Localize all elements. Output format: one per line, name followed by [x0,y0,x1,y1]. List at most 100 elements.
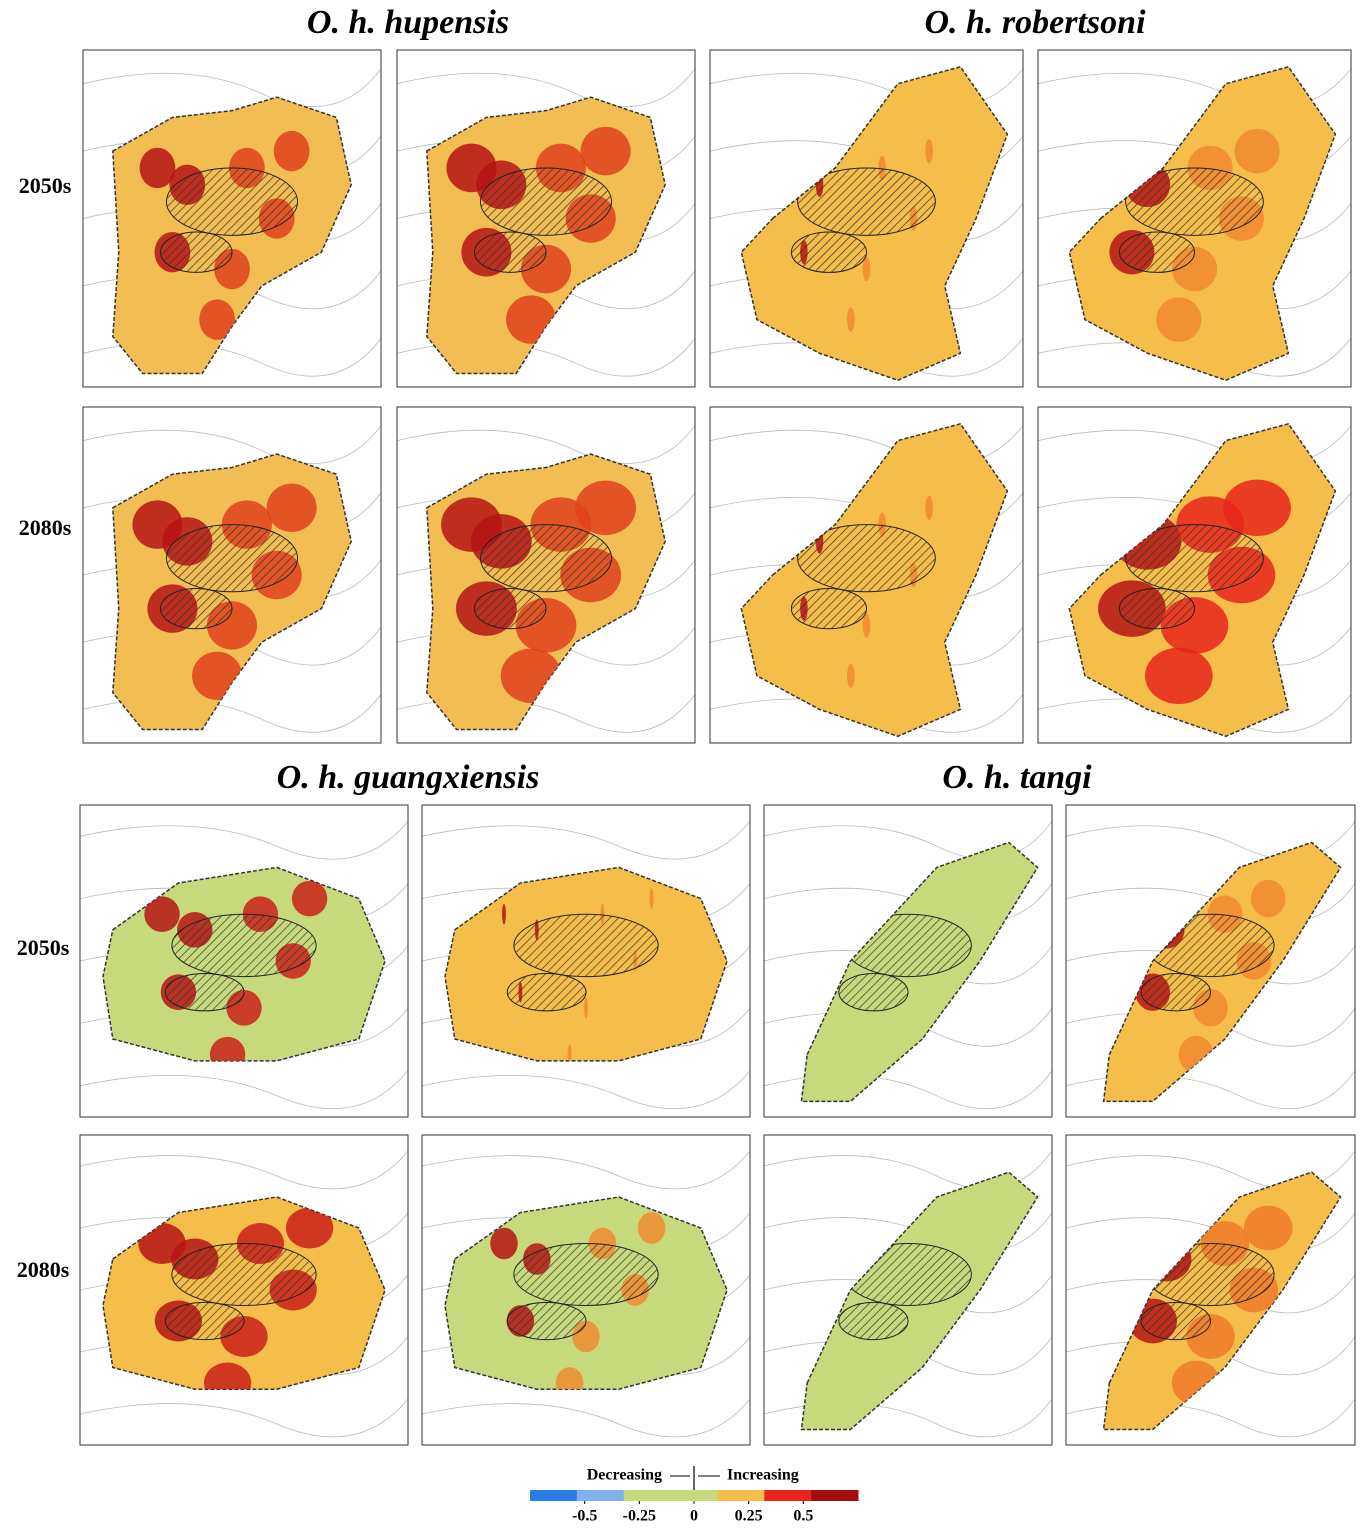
legend-right: Increasing [727,1467,799,1484]
current-range [514,1244,658,1306]
current-range [480,168,611,235]
change-patch [584,998,588,1019]
map-panel [1066,805,1355,1117]
change-patch [274,131,310,171]
current-range [480,525,611,592]
current-range [160,588,232,628]
map-content [710,407,1023,743]
current-range [514,914,658,976]
colorbar-segment [811,1490,858,1501]
map-panel [80,1135,408,1445]
current-range [507,1302,586,1339]
change-patch [502,904,506,925]
change-patch [1223,480,1291,536]
change-patch [292,881,327,917]
current-range [474,232,546,272]
map-panel [397,407,695,743]
map-panel [397,50,695,387]
current-range [1141,1302,1210,1339]
map-panel [1038,50,1351,387]
map-content [397,407,695,743]
row-label: 2050s [17,935,70,960]
change-patch [638,1212,666,1244]
colorbar-tick-label: 0 [690,1508,698,1525]
map-content [764,1135,1052,1445]
colorbar-segment [671,1490,718,1501]
change-patch [925,139,933,163]
row-label: 2050s [19,173,72,198]
map-content [422,1135,750,1445]
change-patch [1235,129,1280,173]
current-range [839,1302,908,1339]
map-panel [422,1135,750,1445]
colorbar-tick-label: 0.25 [735,1508,763,1525]
map-content [1066,1135,1355,1445]
current-range [791,588,866,628]
colorbar-segment [530,1490,577,1501]
colorbar-tick-label: -0.25 [623,1508,656,1525]
map-panel [83,407,381,743]
change-patch [650,888,654,909]
map-content [80,805,408,1117]
current-range [791,232,866,272]
current-range [172,1244,316,1306]
current-range [166,168,297,235]
map-content [83,50,381,387]
map-content [422,805,750,1117]
panel-title: O. h. hupensis [307,4,509,41]
map-content [80,1135,408,1445]
page: O. h. hupensis O. h. robertsoni 2050s 20… [0,0,1361,1530]
current-range [507,973,586,1010]
map-panel [83,50,381,387]
map-panel [764,1135,1052,1445]
colorbar-segment [717,1490,764,1501]
map-panel [1066,1135,1355,1445]
change-patch [847,664,855,688]
change-patch [581,127,631,176]
panel-title: O. h. guangxiensis [277,759,540,796]
map-content [397,50,695,387]
change-patch [847,307,855,331]
colorbar-tick-label: -0.5 [572,1508,597,1525]
current-range [166,525,297,592]
colorbar-segment [577,1490,624,1501]
row-label: 2080s [17,1257,70,1282]
change-patch [267,484,317,532]
map-content [83,407,381,743]
map-panel [80,805,408,1117]
panel-title: O. h. tangi [942,759,1092,796]
colorbar-segment [624,1490,671,1501]
change-patch [575,481,636,535]
current-range [839,973,908,1010]
legend-left: Decreasing [587,1467,662,1484]
map-panel [710,407,1023,743]
row-label: 2080s [19,515,72,540]
map-panel [764,805,1052,1117]
colorbar-tick-label: 0.5 [793,1508,813,1525]
current-range [165,973,244,1010]
change-patch [1244,1206,1293,1251]
figure: O. h. hupensis O. h. robertsoni 2050s 20… [0,0,1361,1525]
current-range [1119,232,1194,272]
map-content [1066,805,1355,1117]
colorbar-segment [764,1490,811,1501]
panel-title: O. h. robertsoni [924,4,1146,41]
current-range [165,1302,244,1339]
map-content [1038,50,1351,387]
map-content [1038,407,1351,743]
change-patch [1145,648,1213,704]
map-panel [1038,407,1351,743]
current-range [474,588,546,628]
current-range [1141,973,1210,1010]
change-patch [490,1228,518,1260]
map-content [710,50,1023,387]
current-range [172,914,316,976]
current-range [1119,588,1194,628]
current-range [160,232,232,272]
change-patch [1156,297,1201,341]
change-patch [925,496,933,520]
change-patch [1251,880,1286,917]
map-content [764,805,1052,1117]
map-panel [422,805,750,1117]
map-panel [710,50,1023,387]
